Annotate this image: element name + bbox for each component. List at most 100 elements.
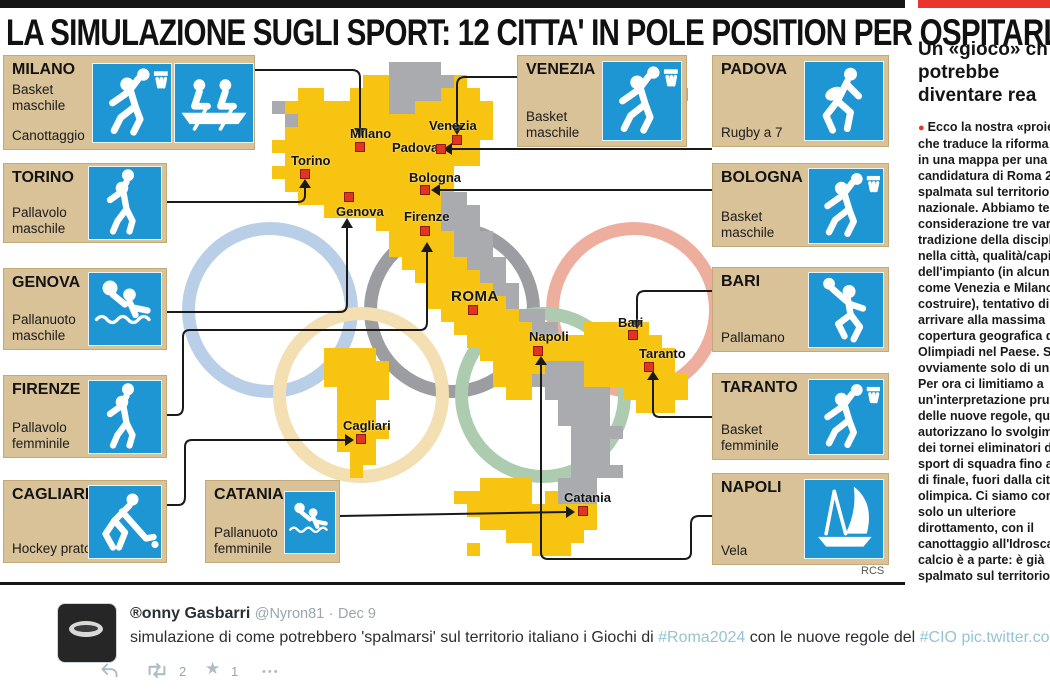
map-region-yellow [480, 348, 675, 361]
card-genova: GENOVA Pallanuoto maschile [3, 268, 167, 350]
card-bari: BARI Pallamano [712, 267, 889, 352]
map-label-taranto: Taranto [639, 346, 686, 361]
card-city-name: MILANO [12, 61, 76, 78]
map-region-gray [506, 296, 519, 309]
map-region-gray [454, 244, 493, 257]
map-region-yellow [337, 413, 376, 426]
map-label-catania: Catania [564, 490, 611, 505]
map-label-padova: Padova [392, 140, 439, 155]
map-region-yellow [454, 491, 532, 504]
article-headline-line: potrebbe [918, 62, 1000, 83]
retweet-button[interactable] [145, 662, 169, 679]
map-region-gray [285, 114, 298, 127]
card-city-name: BARI [721, 273, 761, 290]
map-marker-roma [468, 305, 478, 315]
card-napoli: NAPOLI Vela [712, 473, 889, 565]
handball-icon [808, 272, 884, 348]
map-marker-catania [578, 506, 588, 516]
map-region-yellow [584, 374, 688, 387]
map-region-gray [571, 452, 610, 465]
basketball-icon [92, 63, 172, 143]
rugby-icon [804, 61, 884, 141]
card-city-name: CATANIA [214, 486, 284, 503]
basketball-icon [808, 379, 884, 455]
basketball-icon [808, 168, 884, 244]
tweet-text: simulazione di come potrebbero 'spalmars… [130, 629, 1050, 647]
article-headline-line: Un «gioco» ch [918, 39, 1048, 60]
basketball-icon [602, 61, 682, 141]
map-region-yellow [480, 478, 532, 491]
red-bullet-icon: ● [918, 122, 925, 134]
article-body-line: autorizzano lo svolgime [918, 425, 1050, 439]
map-region-yellow [298, 88, 324, 101]
card-city-name: CAGLIARI [12, 486, 90, 503]
article-body-line: come Venezia e Milano [918, 281, 1050, 295]
card-sport: Pallamano [721, 329, 785, 345]
map-marker-taranto [644, 362, 654, 372]
map-marker-padova [436, 144, 446, 154]
tweet-display-name[interactable]: ®onny Gasbarri [130, 605, 251, 622]
more-button[interactable]: ••• [262, 666, 280, 678]
map-region-yellow [350, 88, 389, 101]
map-region-yellow [493, 361, 545, 374]
top-black-bar [0, 0, 905, 8]
card-sport: Rugby a 7 [721, 124, 783, 140]
map-label-milano: Milano [350, 126, 392, 141]
volleyball-icon [88, 166, 162, 240]
tweet-date[interactable]: Dec 9 [338, 606, 376, 622]
article-body-line: dei tornei eliminatori d [918, 441, 1050, 455]
sailing-icon [804, 479, 884, 559]
balaclava-eyes [74, 625, 98, 632]
article-body-line: ovviamente solo di un g [918, 361, 1050, 375]
map-region-yellow [324, 374, 389, 387]
map-region-yellow [285, 153, 480, 166]
map-region-yellow [272, 140, 480, 153]
map-marker-venezia [452, 135, 462, 145]
pic-twitter-link[interactable]: pic.twitter.com/25HCo [961, 629, 1050, 646]
card-sport: Hockey prato [12, 540, 92, 556]
map-region-gray [480, 270, 506, 283]
hashtag-roma2024-link[interactable]: #Roma2024 [658, 629, 746, 646]
tweet-handle[interactable]: @Nyron81 [254, 606, 325, 622]
tweet-text-segment: simulazione di come potrebbero 'spalmars… [130, 629, 659, 646]
map-region-gray [441, 205, 480, 218]
article-body-line: costruire), tentativo di [918, 297, 1050, 311]
map-region-gray [571, 465, 623, 478]
avatar[interactable] [57, 603, 117, 663]
article-body-line: canottaggio all'Idrosca [918, 537, 1050, 551]
reply-button[interactable] [100, 662, 119, 678]
map-region-yellow [415, 270, 480, 283]
map-region-gray [467, 257, 506, 270]
map-region-yellow [415, 101, 493, 114]
map-region-gray [558, 413, 610, 426]
map-region-gray [441, 192, 467, 205]
article-body-line: in una mappa per una [918, 153, 1048, 167]
map-region-yellow [298, 192, 441, 205]
article-body-line: considerazione tre var [918, 217, 1050, 231]
map-region-yellow [454, 322, 532, 335]
card-city-name: PADOVA [721, 61, 788, 78]
map-region-yellow [441, 88, 480, 101]
map-region-yellow [467, 335, 662, 348]
card-firenze: FIRENZE Pallavolo femminile [3, 375, 167, 458]
map-label-bari: Bari [618, 315, 644, 330]
map-region-gray [389, 101, 415, 114]
map-region-yellow [285, 127, 493, 140]
article-body-line: candidatura di Roma 20 [918, 169, 1050, 183]
favorite-star-button[interactable]: ★ [205, 659, 221, 678]
map-region-yellow [545, 491, 558, 504]
map-marker-bologna [420, 185, 430, 195]
card-sport: Pallanuoto femminile [214, 525, 278, 556]
hashtag-cio-link[interactable]: #CIO [919, 629, 957, 646]
waterpolo-icon [88, 272, 162, 346]
card-venezia: VENEZIA Basket maschile [517, 55, 687, 147]
map-region-gray [389, 88, 441, 101]
retweet-count: 2 [179, 664, 187, 679]
card-catania: CATANIA Pallanuoto femminile [205, 480, 340, 563]
card-sport: Pallanuoto maschile [12, 312, 76, 343]
map-region-yellow [324, 361, 389, 374]
map-region-yellow [337, 400, 376, 413]
map-region-gray [519, 309, 545, 322]
map-region-yellow [402, 257, 467, 270]
waterpolo-icon [284, 491, 336, 554]
